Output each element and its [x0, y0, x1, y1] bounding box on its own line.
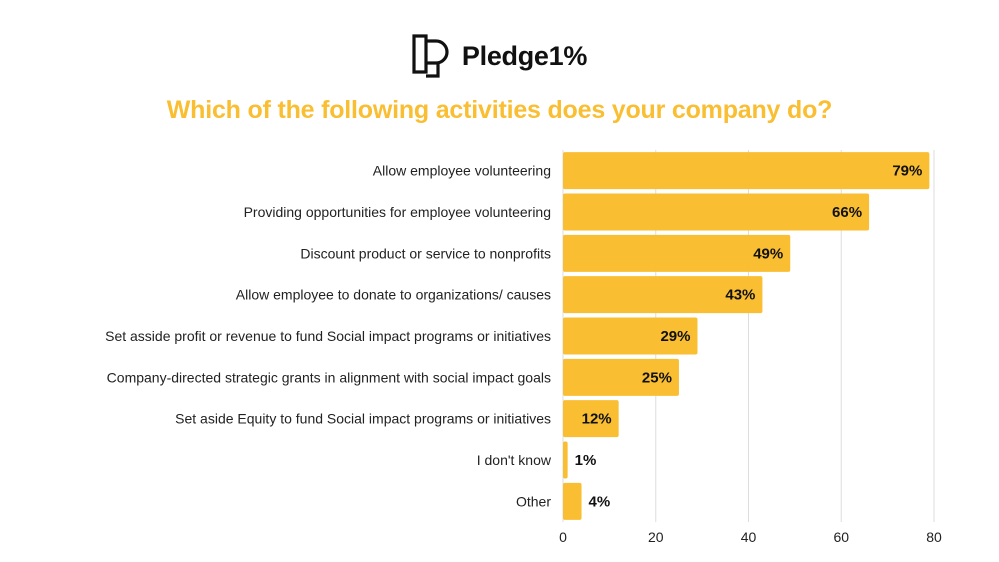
category-label: Allow employee to donate to organization…: [236, 287, 551, 303]
category-label: Discount product or service to nonprofit…: [300, 245, 551, 261]
category-label: Set aside Equity to fund Social impact p…: [175, 411, 551, 427]
value-label: 4%: [589, 493, 611, 510]
pledge1-logo-icon: [412, 34, 449, 78]
value-label: 43%: [725, 287, 755, 304]
x-tick-label: 60: [833, 529, 849, 545]
x-tick-label: 20: [648, 529, 664, 545]
x-tick-label: 0: [559, 529, 567, 545]
bar: [563, 317, 698, 355]
value-label: 25%: [642, 369, 672, 386]
category-label: Allow employee volunteering: [373, 163, 551, 179]
bar: [563, 482, 582, 520]
brand-name: Pledge1%: [461, 40, 588, 71]
bar: [563, 152, 930, 190]
bar: [563, 400, 619, 438]
bar: [563, 358, 679, 396]
brand-logo: Pledge1%: [0, 34, 999, 78]
x-tick-label: 40: [741, 529, 757, 545]
bar: [563, 193, 870, 231]
bar: [563, 276, 763, 314]
category-label: Other: [516, 493, 551, 509]
bar: [563, 234, 791, 272]
value-label: 1%: [575, 452, 597, 469]
value-label: 66%: [832, 204, 862, 221]
category-label: Providing opportunities for employee vol…: [244, 204, 551, 220]
x-tick-label: 80: [926, 529, 942, 545]
category-label: Company-directed strategic grants in ali…: [107, 369, 551, 385]
chart-title: Which of the following activities does y…: [166, 96, 833, 124]
bar: [563, 441, 568, 479]
value-label: 79%: [892, 163, 922, 180]
category-label: Set asside profit or revenue to fund Soc…: [105, 328, 551, 344]
value-label: 29%: [660, 328, 690, 345]
value-label: 49%: [753, 245, 783, 262]
value-label: 12%: [582, 411, 612, 428]
category-label: I don't know: [477, 452, 552, 468]
